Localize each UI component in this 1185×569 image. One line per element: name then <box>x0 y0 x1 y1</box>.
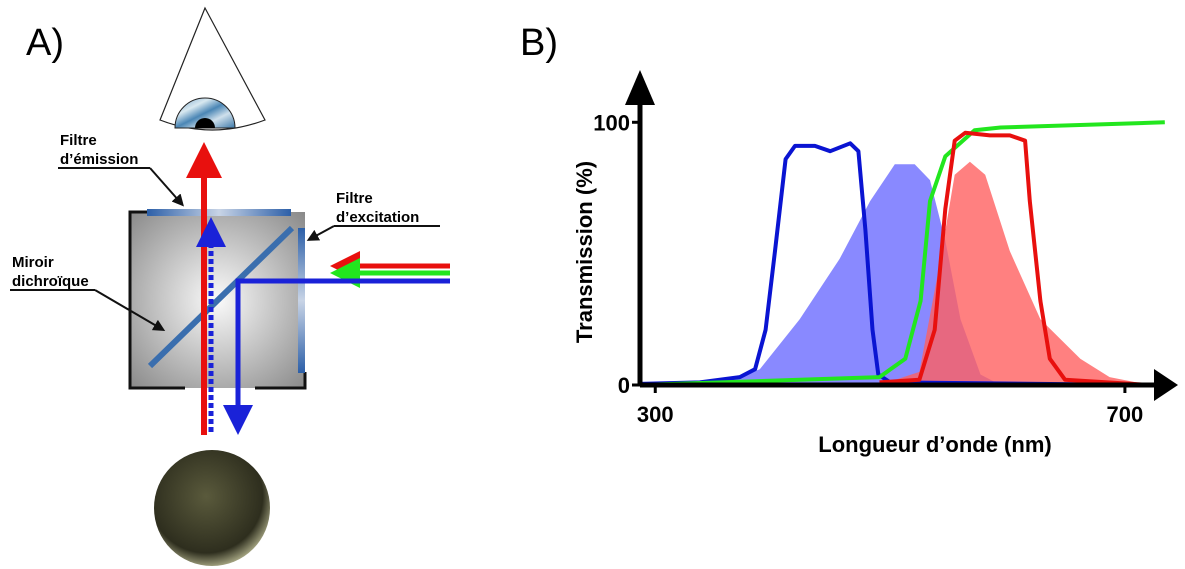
blue-beam <box>223 278 450 435</box>
label: d’excitation <box>336 209 419 226</box>
line <box>639 120 1165 387</box>
y-axis-title: Transmission (%) <box>572 161 597 343</box>
y-axis-arrow <box>625 70 655 105</box>
x-axis-arrow <box>1154 369 1178 401</box>
sample <box>154 450 270 566</box>
x-tick-label: 700 <box>1107 402 1144 427</box>
cube-frame <box>128 210 307 390</box>
leader <box>94 289 166 332</box>
y-tick-label: 0 <box>618 373 630 398</box>
pupil <box>195 118 215 128</box>
eye <box>174 97 236 129</box>
label: d’émission <box>60 151 138 168</box>
panel-label: A) <box>26 22 64 64</box>
leader <box>149 167 184 207</box>
label: dichroïque <box>12 273 89 290</box>
emission-filter <box>147 209 291 216</box>
panel-b: B) Longueur d’onde (nm) Transmission (%)… <box>520 22 1178 457</box>
eye-cone <box>159 6 266 131</box>
x-axis-title: Longueur d’onde (nm) <box>818 432 1051 457</box>
excitation-filter <box>298 228 305 373</box>
leader <box>306 225 335 241</box>
x-tick-label: 300 <box>637 402 674 427</box>
label: Filtre <box>60 132 97 149</box>
label: Filtre <box>336 190 373 207</box>
panel-label: B) <box>520 22 558 64</box>
line <box>639 141 1150 387</box>
dichroic-mirror <box>147 225 295 369</box>
panel-a: A) Filtre d’émission Filtre d’excitation… <box>10 6 450 566</box>
label: Miroir <box>12 254 54 271</box>
line <box>879 130 1150 387</box>
area <box>879 161 1150 385</box>
y-tick-label: 100 <box>593 110 630 135</box>
